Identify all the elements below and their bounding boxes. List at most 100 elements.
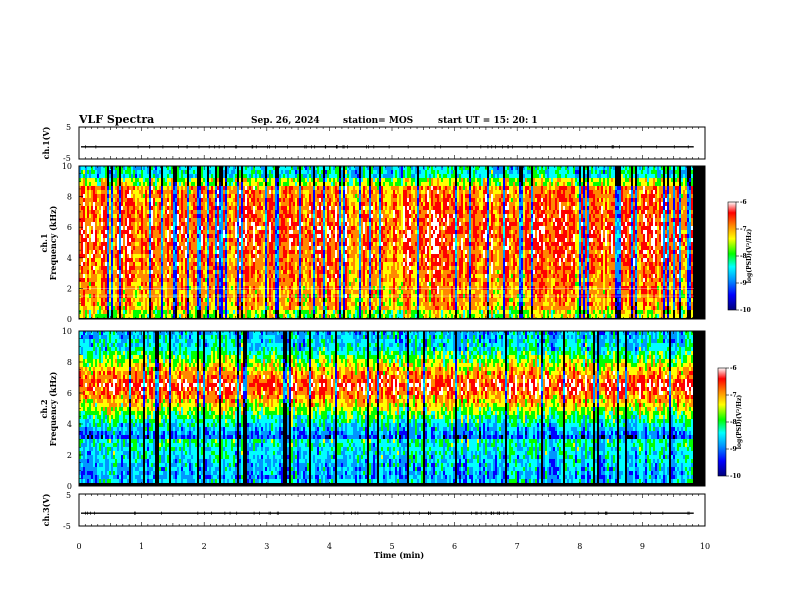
spectrogram-cell bbox=[239, 214, 241, 218]
spectrogram-cell bbox=[331, 254, 333, 258]
spectrogram-cell bbox=[239, 190, 241, 194]
spectrogram-cell bbox=[285, 230, 287, 234]
spectrogram-cell bbox=[81, 310, 83, 314]
spectrogram-cell bbox=[313, 290, 315, 294]
spectrogram-cell bbox=[205, 206, 207, 210]
spectrogram-cell bbox=[321, 210, 323, 214]
spectrogram-cell bbox=[275, 250, 277, 254]
spectrogram-cell bbox=[333, 174, 335, 178]
spectrogram-cell bbox=[311, 258, 313, 262]
spectrogram-cell bbox=[141, 222, 143, 226]
spectrogram-cell bbox=[97, 206, 99, 210]
spectrogram-cell bbox=[91, 290, 93, 294]
spectrogram-cell bbox=[105, 210, 107, 214]
spectrogram-cell bbox=[263, 298, 265, 302]
spectrogram-cell bbox=[145, 302, 147, 306]
spectrogram-cell bbox=[315, 174, 317, 178]
spectrogram-cell bbox=[159, 218, 161, 222]
spectrogram-cell bbox=[277, 258, 279, 262]
spectrogram-cell bbox=[117, 190, 119, 194]
spectrogram-cell bbox=[155, 310, 157, 314]
spectrogram-cell bbox=[285, 266, 287, 270]
spectrogram-cell bbox=[189, 274, 191, 278]
spectrogram-cell bbox=[263, 254, 265, 258]
spectrogram-cell bbox=[127, 282, 129, 286]
spectrogram-cell bbox=[171, 206, 173, 210]
spectrogram-cell bbox=[99, 286, 101, 290]
spectrogram-cell bbox=[87, 246, 89, 250]
spectrogram-cell bbox=[257, 230, 259, 234]
spectrogram-cell bbox=[309, 198, 311, 202]
spectrogram-cell bbox=[233, 182, 235, 186]
spectrogram-cell bbox=[253, 230, 255, 234]
spectrogram-cell bbox=[213, 202, 215, 206]
spectrogram-cell bbox=[255, 258, 257, 262]
spectrogram-cell bbox=[239, 226, 241, 230]
spectrogram-cell bbox=[93, 214, 95, 218]
spectrogram-cell bbox=[263, 170, 265, 174]
spectrogram-cell bbox=[313, 306, 315, 310]
spectrogram-cell bbox=[267, 198, 269, 202]
spectrogram-cell bbox=[177, 286, 179, 290]
spectrogram-cell bbox=[177, 254, 179, 258]
spectrogram-cell bbox=[139, 210, 141, 214]
spectrogram-cell bbox=[235, 254, 237, 258]
spectrogram-cell bbox=[307, 242, 309, 246]
spectrogram-cell bbox=[311, 246, 313, 250]
spectrogram-cell bbox=[281, 266, 283, 270]
spectrogram-cell bbox=[217, 226, 219, 230]
spectrogram-cell bbox=[259, 190, 261, 194]
spectrogram-cell bbox=[255, 194, 257, 198]
spectrogram-cell bbox=[283, 190, 285, 194]
spectrogram-cell bbox=[239, 254, 241, 258]
spectrogram-cell bbox=[139, 310, 141, 314]
spectrogram-cell bbox=[91, 310, 93, 314]
spectrogram-cell bbox=[127, 214, 129, 218]
spectrogram-cell bbox=[327, 214, 329, 218]
spectrogram-cell bbox=[319, 202, 321, 206]
spectrogram-cell bbox=[233, 166, 235, 170]
spectrogram-cell bbox=[131, 222, 133, 226]
spectrogram-cell bbox=[205, 234, 207, 238]
spectrogram-cell bbox=[111, 238, 113, 242]
spectrogram-cell bbox=[295, 186, 297, 190]
spectrogram-cell bbox=[165, 302, 167, 306]
spectrogram-cell bbox=[145, 202, 147, 206]
spectrogram-cell bbox=[289, 198, 291, 202]
spectrogram-cell bbox=[261, 218, 263, 222]
spectrogram-cell bbox=[87, 178, 89, 182]
spectrogram-cell bbox=[273, 238, 275, 242]
spectrogram-cell bbox=[277, 186, 279, 190]
spectrogram-cell bbox=[269, 198, 271, 202]
spectrogram-cell bbox=[243, 314, 245, 318]
spectrogram-cell bbox=[95, 238, 97, 242]
spectrogram-cell bbox=[269, 278, 271, 282]
spectrogram-cell bbox=[241, 198, 243, 202]
spectrogram-cell bbox=[221, 190, 223, 194]
spectrogram-cell bbox=[273, 218, 275, 222]
spectrogram-cell bbox=[157, 226, 159, 230]
spectrogram-cell bbox=[275, 306, 277, 310]
spectrogram-cell bbox=[307, 214, 309, 218]
spectrogram-cell bbox=[249, 286, 251, 290]
spectrogram-cell bbox=[145, 178, 147, 182]
spectrogram-cell bbox=[155, 302, 157, 306]
spectrogram-cell bbox=[315, 306, 317, 310]
spectrogram-cell bbox=[131, 250, 133, 254]
spectrogram-cell bbox=[141, 202, 143, 206]
spectrogram-cell bbox=[223, 210, 225, 214]
spectrogram-cell bbox=[217, 242, 219, 246]
spectrogram-cell bbox=[101, 302, 103, 306]
spectrogram-cell bbox=[267, 190, 269, 194]
spectrogram-cell bbox=[119, 250, 121, 254]
spectrogram-cell bbox=[181, 258, 183, 262]
spectrogram-cell bbox=[261, 306, 263, 310]
spectrogram-cell bbox=[175, 250, 177, 254]
spectrogram-cell bbox=[89, 282, 91, 286]
spectrogram-cell bbox=[151, 238, 153, 242]
spectrogram-cell bbox=[89, 194, 91, 198]
spectrogram-cell bbox=[265, 270, 267, 274]
spectrogram-cell bbox=[197, 274, 199, 278]
spectrogram-cell bbox=[173, 206, 175, 210]
spectrogram-cell bbox=[213, 246, 215, 250]
